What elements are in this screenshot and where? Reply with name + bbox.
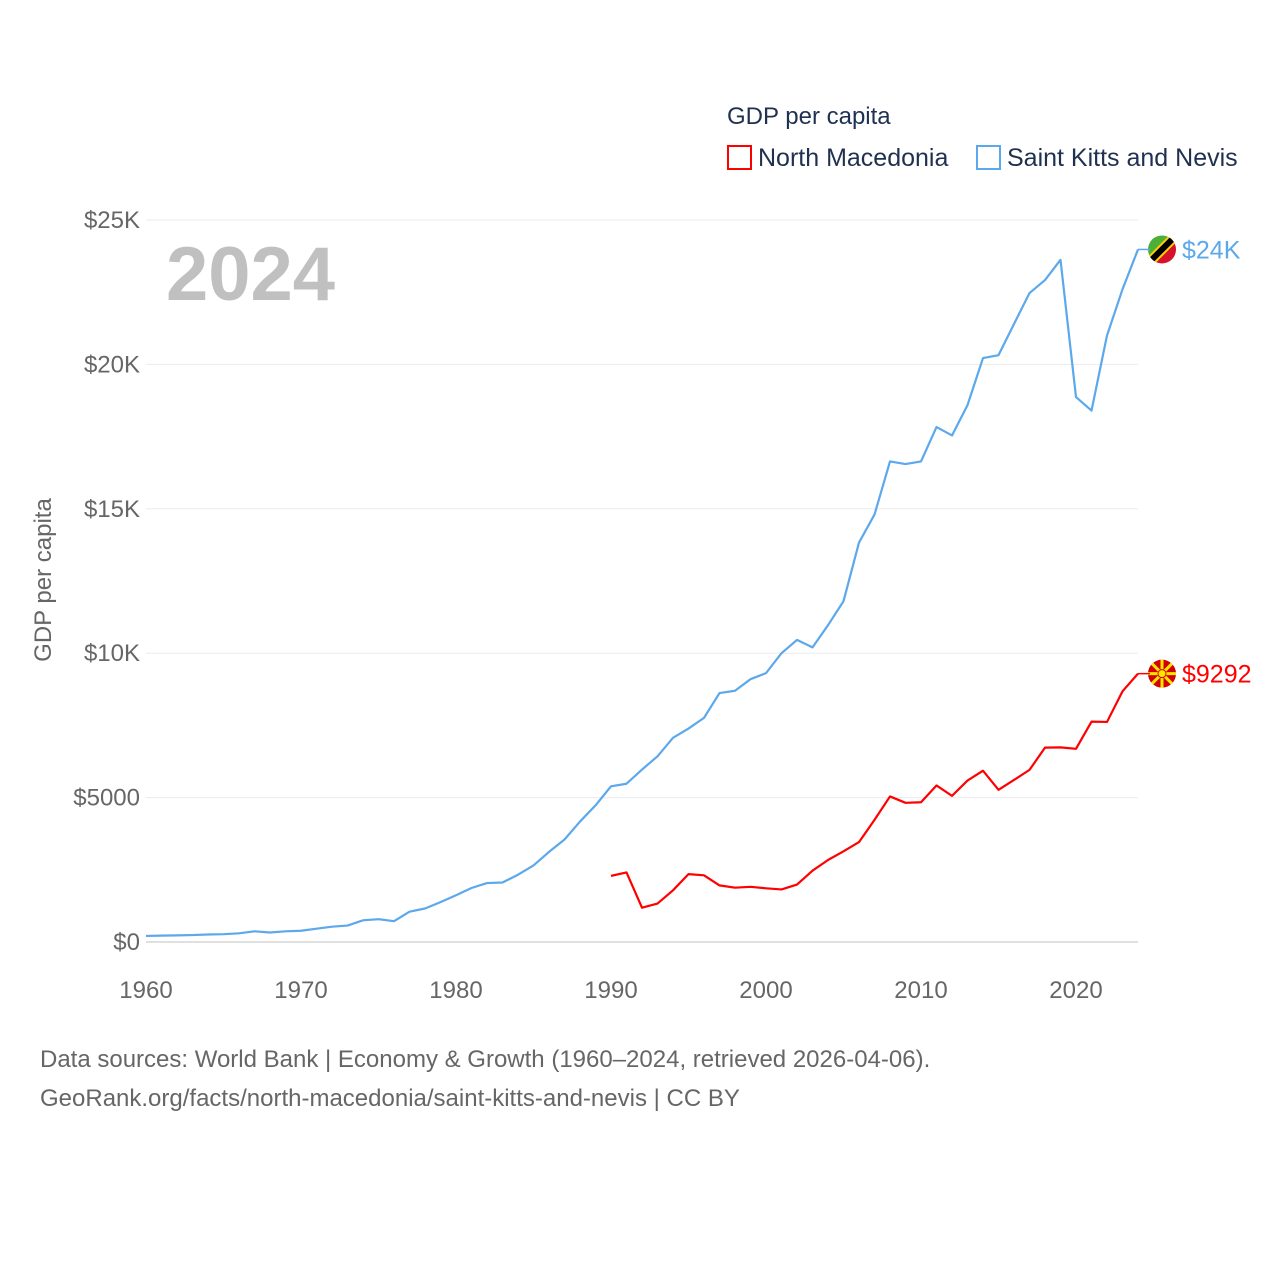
x-tick-label: 1980 — [429, 977, 482, 1004]
end-value-label: $9292 — [1182, 661, 1252, 689]
series-line-north-macedonia — [610, 672, 1139, 909]
legend-label: North Macedonia — [758, 144, 948, 172]
gridlines — [146, 219, 1138, 943]
x-tick-label: 1960 — [119, 977, 172, 1004]
x-tick-label: 2000 — [739, 977, 792, 1004]
y-axis-ticks: $0 $5000 $10K $15K $20K $25K — [73, 207, 140, 956]
series-lines — [145, 249, 1140, 938]
y-axis-label: GDP per capita — [30, 498, 57, 662]
x-axis-ticks: 1960 1970 1980 1990 2000 2010 2020 — [119, 977, 1102, 1004]
legend-swatch — [976, 145, 1001, 170]
legend-item-saint-kitts-and-nevis[interactable]: Saint Kitts and Nevis — [976, 144, 1238, 172]
legend-title: GDP per capita — [727, 103, 891, 130]
y-tick-label: $10K — [84, 640, 140, 667]
y-tick-label: $15K — [84, 496, 140, 523]
y-tick-label: $5000 — [73, 785, 140, 812]
legend-swatch — [727, 145, 752, 170]
source-url[interactable]: GeoRank.org/facts/north-macedonia/saint-… — [40, 1085, 740, 1112]
x-tick-label: 1970 — [274, 977, 327, 1004]
year-label: 2024 — [166, 232, 335, 317]
source-note: Data sources: World Bank | Economy & Gro… — [40, 1046, 931, 1073]
end-value-label: $24K — [1182, 236, 1241, 264]
y-tick-label: $0 — [113, 929, 140, 956]
flag-icon — [1148, 659, 1176, 688]
legend-item-north-macedonia[interactable]: North Macedonia — [727, 144, 948, 172]
end-markers: $9292 $24K — [1138, 235, 1252, 689]
series-line-saint-kitts-and-nevis — [145, 249, 1140, 938]
x-tick-label: 2010 — [894, 977, 947, 1004]
y-tick-label: $25K — [84, 207, 140, 234]
x-tick-label: 2020 — [1049, 977, 1102, 1004]
legend-label: Saint Kitts and Nevis — [1007, 144, 1238, 172]
flag-icon — [1148, 235, 1176, 264]
x-tick-label: 1990 — [584, 977, 637, 1004]
y-tick-label: $20K — [84, 351, 140, 378]
